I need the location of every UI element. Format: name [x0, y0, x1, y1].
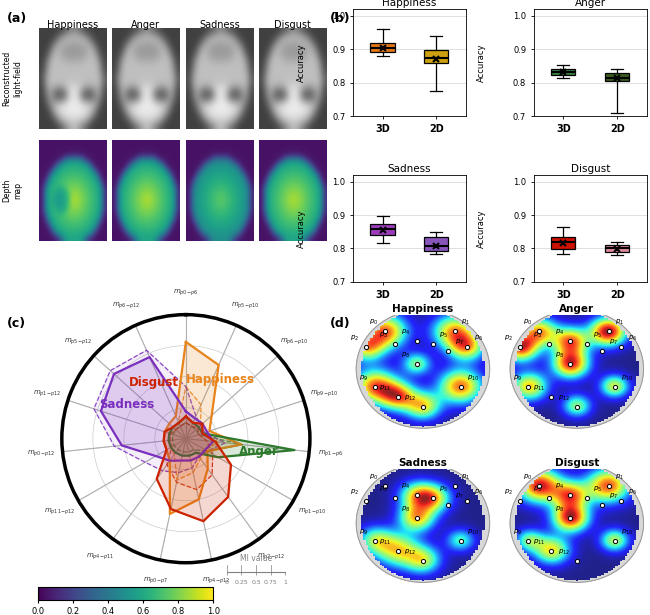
Text: $p_{4}$: $p_{4}$	[401, 328, 410, 338]
Title: Disgust: Disgust	[554, 458, 599, 468]
Text: (a): (a)	[6, 12, 27, 25]
Text: Sadness: Sadness	[99, 398, 155, 411]
Text: $p_{7}$: $p_{7}$	[455, 492, 464, 501]
Text: $p_{12}$: $p_{12}$	[558, 394, 571, 403]
PathPatch shape	[424, 237, 448, 251]
Title: Sadness: Sadness	[398, 458, 447, 468]
Title: Disgust: Disgust	[571, 164, 610, 174]
Text: $p_{5}$: $p_{5}$	[439, 331, 448, 340]
Text: $p_{0}$: $p_{0}$	[523, 472, 532, 482]
Text: $p_{9}$: $p_{9}$	[359, 373, 369, 383]
Text: $p_{9}$: $p_{9}$	[513, 528, 522, 537]
Text: $p_{6}$: $p_{6}$	[628, 334, 637, 343]
Text: $p_{10}$: $p_{10}$	[621, 528, 634, 537]
Ellipse shape	[510, 464, 644, 582]
Text: $p_{6}$: $p_{6}$	[628, 488, 637, 498]
PathPatch shape	[605, 245, 629, 252]
Text: $p_{10}$: $p_{10}$	[467, 373, 480, 383]
Text: $p_{7}$: $p_{7}$	[455, 338, 464, 347]
Text: $p_{12}$: $p_{12}$	[404, 394, 417, 403]
Text: $p_{3}$: $p_{3}$	[380, 331, 389, 340]
Title: Happiness: Happiness	[382, 0, 437, 9]
Text: $p_{10}$: $p_{10}$	[621, 373, 634, 383]
Text: $p_{11}$: $p_{11}$	[379, 538, 391, 547]
Y-axis label: Accuracy: Accuracy	[477, 44, 486, 82]
Text: Anger: Anger	[239, 445, 279, 458]
Text: $p_{6}$: $p_{6}$	[474, 488, 483, 498]
Text: $p_{11}$: $p_{11}$	[533, 538, 545, 547]
PathPatch shape	[370, 224, 395, 235]
Ellipse shape	[356, 464, 489, 582]
Text: $p_{4}$: $p_{4}$	[401, 482, 410, 491]
Text: $p_{8}$: $p_{8}$	[401, 505, 410, 514]
Y-axis label: Accuracy: Accuracy	[477, 209, 486, 248]
Text: $p_{3}$: $p_{3}$	[380, 485, 389, 494]
Text: $p_{1}$: $p_{1}$	[461, 472, 470, 482]
Polygon shape	[168, 416, 294, 458]
Polygon shape	[94, 351, 226, 473]
Text: $p_{2}$: $p_{2}$	[350, 334, 359, 343]
Text: Happiness: Happiness	[47, 20, 98, 30]
Text: $p_{11}$: $p_{11}$	[533, 384, 545, 393]
Text: (b): (b)	[330, 12, 350, 25]
Text: $p_{2}$: $p_{2}$	[504, 334, 514, 343]
Text: $p_{8}$: $p_{8}$	[401, 351, 410, 360]
Text: $p_{11}$: $p_{11}$	[379, 384, 391, 393]
Title: Anger: Anger	[575, 0, 606, 9]
Text: $p_{0}$: $p_{0}$	[369, 472, 378, 482]
Text: $p_{1}$: $p_{1}$	[461, 319, 470, 327]
PathPatch shape	[551, 69, 575, 75]
Text: $p_{2}$: $p_{2}$	[350, 488, 359, 498]
Ellipse shape	[510, 310, 644, 428]
Text: $p_{0}$: $p_{0}$	[369, 319, 378, 327]
Polygon shape	[172, 423, 242, 452]
Text: $p_{2}$: $p_{2}$	[504, 488, 514, 498]
Text: Happiness: Happiness	[185, 373, 255, 386]
Text: $p_{4}$: $p_{4}$	[555, 482, 564, 491]
Title: Happiness: Happiness	[393, 304, 454, 314]
Polygon shape	[164, 342, 241, 514]
Text: $p_{3}$: $p_{3}$	[533, 485, 543, 494]
Text: Depth
map: Depth map	[3, 179, 22, 202]
Text: $p_{5}$: $p_{5}$	[439, 485, 448, 494]
Text: $p_{1}$: $p_{1}$	[615, 472, 624, 482]
Text: $p_{3}$: $p_{3}$	[533, 331, 543, 340]
Text: $p_{12}$: $p_{12}$	[558, 547, 571, 557]
Ellipse shape	[356, 310, 489, 428]
Text: (d): (d)	[330, 317, 350, 330]
Text: $p_{7}$: $p_{7}$	[608, 492, 618, 501]
Polygon shape	[167, 423, 213, 490]
Text: $p_{6}$: $p_{6}$	[474, 334, 483, 343]
Text: Sadness: Sadness	[199, 20, 240, 30]
Polygon shape	[168, 387, 218, 480]
PathPatch shape	[605, 73, 629, 81]
Text: (c): (c)	[6, 317, 25, 330]
Text: MI value: MI value	[240, 554, 272, 563]
Polygon shape	[101, 357, 213, 461]
Text: Reconstructed
light-field: Reconstructed light-field	[3, 51, 22, 106]
Text: Disgust: Disgust	[274, 20, 311, 30]
Text: $p_{7}$: $p_{7}$	[608, 338, 618, 347]
Text: $p_{8}$: $p_{8}$	[555, 351, 564, 360]
PathPatch shape	[424, 50, 448, 63]
Text: $p_{9}$: $p_{9}$	[513, 373, 522, 383]
Text: $p_{1}$: $p_{1}$	[615, 319, 624, 327]
Text: $p_{10}$: $p_{10}$	[467, 528, 480, 537]
PathPatch shape	[551, 237, 575, 249]
Text: Disgust: Disgust	[129, 376, 179, 389]
Text: $p_{12}$: $p_{12}$	[404, 547, 417, 557]
Polygon shape	[157, 416, 231, 521]
Text: $p_{0}$: $p_{0}$	[523, 319, 532, 327]
Y-axis label: Accuracy: Accuracy	[296, 44, 306, 82]
PathPatch shape	[370, 43, 395, 52]
Text: Anger: Anger	[131, 20, 161, 30]
Text: $p_{5}$: $p_{5}$	[593, 485, 603, 494]
Text: $p_{9}$: $p_{9}$	[359, 528, 369, 537]
Title: Sadness: Sadness	[387, 164, 432, 174]
Title: Anger: Anger	[559, 304, 594, 314]
Y-axis label: Accuracy: Accuracy	[296, 209, 306, 248]
Text: $p_{5}$: $p_{5}$	[593, 331, 603, 340]
Text: $p_{4}$: $p_{4}$	[555, 328, 564, 338]
Text: $p_{8}$: $p_{8}$	[555, 505, 564, 514]
